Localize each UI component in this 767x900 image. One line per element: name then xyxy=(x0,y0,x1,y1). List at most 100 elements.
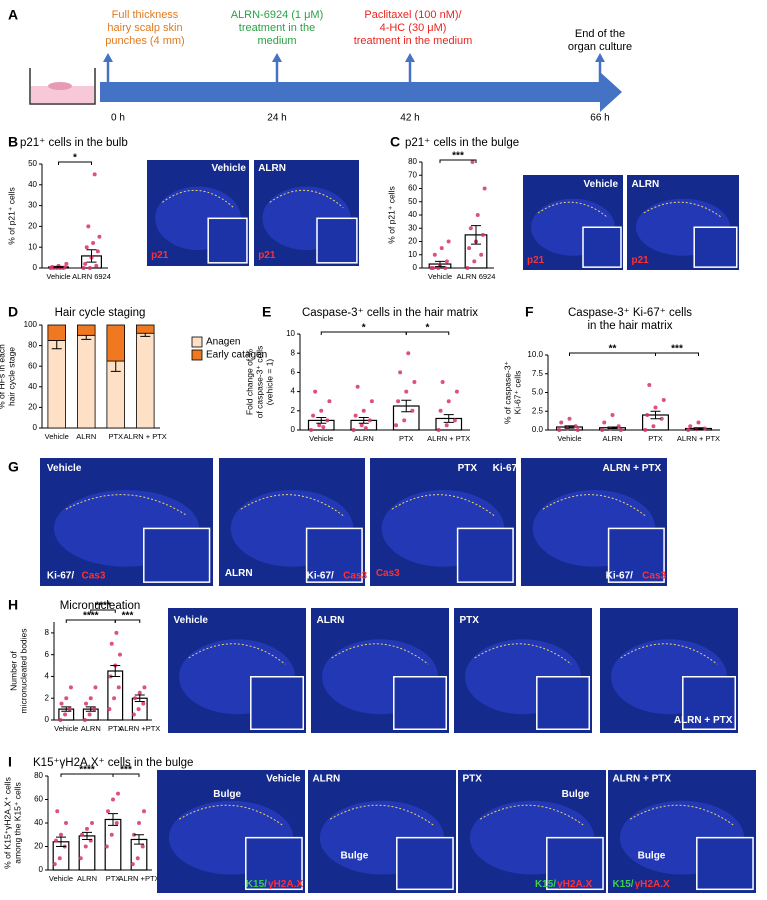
outline xyxy=(537,201,609,219)
zoom-box xyxy=(607,527,665,583)
data-point xyxy=(57,856,62,861)
event-time: 24 h xyxy=(267,113,286,124)
image-label: Cas3 xyxy=(343,570,367,581)
event-text: treatment in the medium xyxy=(354,35,473,47)
significance-bracket xyxy=(655,352,699,356)
data-point xyxy=(702,426,707,431)
data-point xyxy=(88,696,93,701)
data-point xyxy=(432,252,437,257)
x-tick-label: PTX xyxy=(399,434,414,443)
error-bar xyxy=(134,694,145,702)
y-tick-label: 10 xyxy=(286,329,295,338)
zoom-box xyxy=(696,836,754,891)
outline xyxy=(542,494,646,516)
y-axis-label: Ki-67⁺ cells xyxy=(512,371,522,415)
image-label: PTX xyxy=(462,773,482,784)
x-tick-label: Vehicle xyxy=(46,272,70,281)
image-label: Cas3 xyxy=(642,570,666,581)
y-tick-label: 0 xyxy=(291,425,296,434)
x-tick-label: ALRN xyxy=(81,724,101,733)
data-point xyxy=(696,420,701,425)
image-label: Bulge xyxy=(213,789,241,800)
data-point xyxy=(653,405,658,410)
data-point xyxy=(475,213,480,217)
data-point xyxy=(439,246,444,251)
bar-segment xyxy=(47,324,67,341)
data-point xyxy=(81,266,86,270)
image-label: Ki-67/ xyxy=(606,570,633,581)
image-label: Bulge xyxy=(341,851,369,862)
data-point xyxy=(470,160,475,164)
significance-bracket xyxy=(114,619,141,623)
error-bar xyxy=(564,425,575,429)
y-axis-label: % of HFs in each xyxy=(0,344,6,409)
image-label: Ki-67/ xyxy=(307,570,334,581)
data-point xyxy=(94,263,99,268)
data-point xyxy=(369,399,374,404)
data-point xyxy=(91,241,96,246)
error-bar xyxy=(53,265,64,269)
error-bar xyxy=(607,426,618,429)
significance-label: * xyxy=(426,323,430,334)
event-text: treatment in the xyxy=(239,22,315,34)
y-tick-label: 80 xyxy=(28,341,37,350)
data-point xyxy=(59,832,63,837)
y-tick-label: 100 xyxy=(24,320,38,329)
data-point xyxy=(78,856,83,861)
error-bar xyxy=(435,260,445,268)
data-point xyxy=(141,701,146,706)
y-tick-label: 10 xyxy=(28,242,37,251)
data-point xyxy=(319,408,324,413)
image-label: γH2A.X xyxy=(557,879,592,890)
significance-bracket xyxy=(112,773,140,777)
y-axis-label: of caspase-3⁺ cells xyxy=(254,346,264,419)
y-tick-label: 8 xyxy=(45,628,50,637)
y-tick-label: 50 xyxy=(28,159,37,168)
chart-title: Micronucleation xyxy=(60,600,141,612)
x-tick-label: ALRN xyxy=(602,434,622,443)
image-label: K15/ xyxy=(246,879,267,890)
data-point xyxy=(643,428,648,432)
data-point xyxy=(436,428,441,432)
data-point xyxy=(87,266,92,270)
data-point xyxy=(54,838,59,843)
data-point xyxy=(647,383,652,387)
data-point xyxy=(616,424,621,429)
y-tick-label: 20 xyxy=(408,237,417,246)
significance-label: *** xyxy=(671,344,683,355)
x-tick-label: Vehicle xyxy=(49,874,73,883)
y-tick-label: 2 xyxy=(45,693,50,702)
data-point xyxy=(355,384,360,389)
data-point xyxy=(64,696,69,701)
image-label: γH2A.X xyxy=(635,879,670,890)
data-point xyxy=(80,832,85,837)
skin-punch xyxy=(48,82,72,90)
image-label: K15/ xyxy=(612,879,633,890)
data-point xyxy=(651,424,656,429)
zoom-box xyxy=(693,226,738,268)
outline xyxy=(162,189,235,209)
data-point xyxy=(63,821,68,825)
x-tick-label: ALRN xyxy=(77,874,97,883)
y-tick-label: 0 xyxy=(45,715,50,724)
culture-dish xyxy=(29,68,96,105)
data-point xyxy=(62,265,67,270)
y-tick-label: 0 xyxy=(33,423,38,432)
event-text: ALRN-6924 (1 μM) xyxy=(231,9,324,21)
outline xyxy=(643,201,723,219)
data-point xyxy=(479,252,484,257)
y-axis-label: % of p21⁺ cells xyxy=(386,186,396,243)
data-point xyxy=(363,426,368,431)
image-label: p21 xyxy=(258,250,276,261)
data-point xyxy=(106,809,111,814)
zoom-box xyxy=(536,676,590,730)
y-tick-label: 40 xyxy=(28,382,37,391)
y-tick-label: 5.0 xyxy=(532,388,544,397)
y-tick-label: 0.0 xyxy=(532,425,544,434)
event-text: End of the xyxy=(575,28,625,40)
data-point xyxy=(68,685,73,690)
data-point xyxy=(325,418,330,423)
data-point xyxy=(467,246,472,251)
data-point xyxy=(618,428,623,432)
